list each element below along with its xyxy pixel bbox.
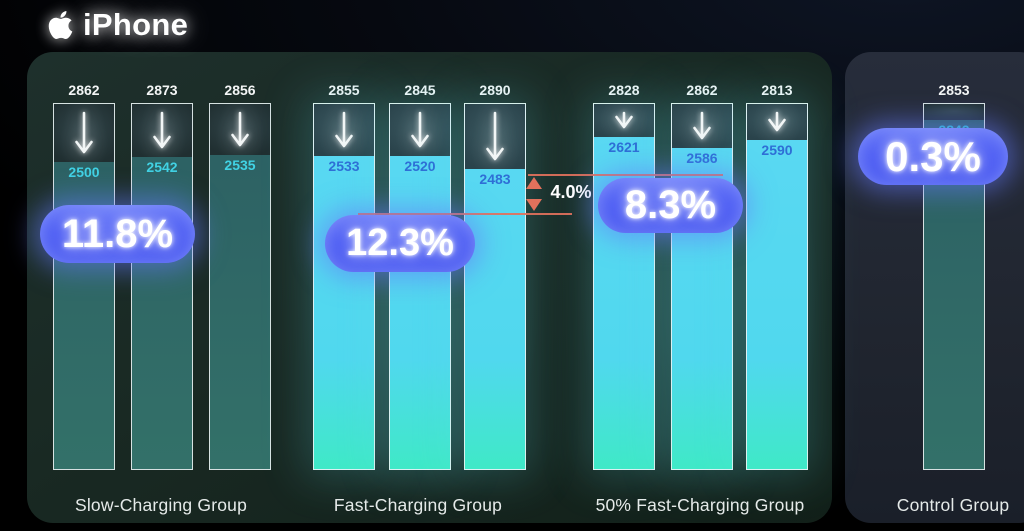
down-arrow-icon [768,111,786,132]
diff-percentage-label: 4.0% [550,182,592,202]
battery-bar: 2500 [53,103,115,470]
down-arrow-icon [75,111,93,154]
capacity-drop-zone [132,104,192,157]
battery-bar: 2533 [313,103,375,470]
apple-logo-icon [47,9,74,41]
capacity-drop-zone [390,104,450,156]
current-capacity-label: 2586 [686,150,718,166]
capacity-drop-zone [747,104,807,140]
current-capacity-label: 2621 [608,139,640,155]
capacity-drop-zone [465,104,525,169]
original-capacity-label: 2855 [328,82,360,98]
down-arrow-icon [231,111,249,147]
original-capacity-label: 2828 [608,82,640,98]
group-label: Control Group [896,495,1010,515]
loss-percentage-badge: 12.3% [325,215,475,272]
down-arrow-icon [615,111,633,129]
original-capacity-label: 2813 [761,82,793,98]
battery-bar: 2535 [209,103,271,470]
current-capacity-label: 2520 [404,158,436,174]
battery-bar: 2621 [593,103,655,470]
current-capacity-label: 2542 [146,159,178,175]
diff-line-upper [528,174,723,176]
down-arrow-icon [153,111,171,149]
battery-bar: 2520 [389,103,451,470]
loss-percentage-badge: 11.8% [40,205,195,263]
original-capacity-label: 2862 [686,82,718,98]
original-capacity-label: 2845 [404,82,436,98]
current-capacity-label: 2500 [68,164,100,180]
brand-header: iPhone [47,7,188,43]
current-capacity-label: 2535 [224,157,256,173]
current-capacity-label: 2590 [761,142,793,158]
loss-percentage-badge: 0.3% [858,128,1008,185]
original-capacity-label: 2853 [938,82,970,98]
capacity-drop-zone [594,104,654,137]
down-arrow-icon [335,111,353,148]
capacity-drop-zone [672,104,732,148]
current-capacity-label: 2533 [328,158,360,174]
original-capacity-label: 2862 [68,82,100,98]
group-label: Fast-Charging Group [333,495,503,515]
battery-bar: 2483 [464,103,526,470]
diff-marker-up-icon [526,177,542,189]
down-arrow-icon [486,111,504,161]
app-title: iPhone [83,7,189,42]
battery-bar: 2586 [671,103,733,470]
group-label: Slow-Charging Group [74,495,248,515]
battery-bar: 2590 [746,103,808,470]
diff-line-lower [358,213,572,215]
capacity-drop-zone [54,104,114,162]
current-capacity-label: 2483 [479,171,511,187]
original-capacity-label: 2856 [224,82,256,98]
battery-bar: 2542 [131,103,193,470]
capacity-drop-zone [924,104,984,120]
diff-marker-down-icon [526,199,542,211]
original-capacity-label: 2873 [146,82,178,98]
down-arrow-icon [411,111,429,148]
loss-percentage-badge: 8.3% [598,178,743,233]
original-capacity-label: 2890 [479,82,511,98]
capacity-drop-zone [210,104,270,155]
group-label: 50% Fast-Charging Group [595,495,805,515]
capacity-drop-zone [314,104,374,156]
down-arrow-icon [693,111,711,140]
